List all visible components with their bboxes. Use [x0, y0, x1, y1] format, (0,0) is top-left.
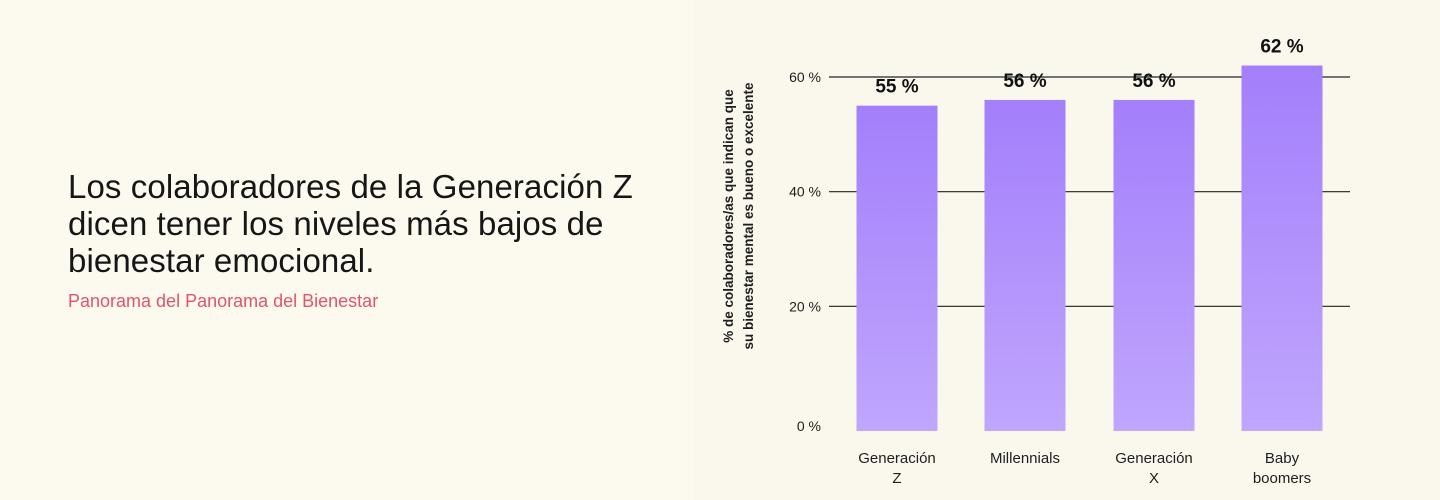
x-tick-label: X [1149, 470, 1159, 487]
y-axis-label: % de colaboradores/as que indican que [721, 89, 736, 343]
data-label: 56 % [1003, 71, 1046, 92]
data-label: 56 % [1132, 71, 1175, 92]
x-tick-label: Millennials [990, 450, 1060, 467]
source-caption: Panorama del Panorama del Bienestar [68, 291, 379, 311]
text-panel: Los colaboradores de la Generación Z dic… [68, 168, 668, 312]
bar [856, 105, 938, 432]
bar [1241, 65, 1323, 432]
x-tick-label: Generación [1115, 450, 1193, 467]
bar [984, 99, 1066, 431]
x-tick-label: boomers [1253, 470, 1311, 487]
bar-chart: 0 % 20 % 40 % 60 % 55 % Generación Z 56 % Millen… [721, 37, 1350, 487]
data-label: 55 % [875, 77, 918, 98]
bar [1113, 99, 1195, 431]
chart-panel: 0 % 20 % 40 % 60 % 55 % Generación Z 56 % Millen… [693, 0, 1440, 500]
y-axis-label: su bienestar mental es bueno o excelente [741, 82, 756, 350]
x-tick-label: Generación [858, 450, 936, 467]
headline: Los colaboradores de la Generación Z dic… [68, 168, 633, 279]
x-tick-label: Z [892, 470, 901, 487]
data-label: 62 % [1260, 37, 1303, 58]
y-tick-label: 40 % [789, 184, 821, 200]
y-tick-label: 20 % [789, 298, 821, 314]
x-tick-label: Baby [1265, 450, 1300, 467]
y-tick-label: 0 % [797, 418, 821, 434]
y-tick-label: 60 % [789, 69, 821, 85]
